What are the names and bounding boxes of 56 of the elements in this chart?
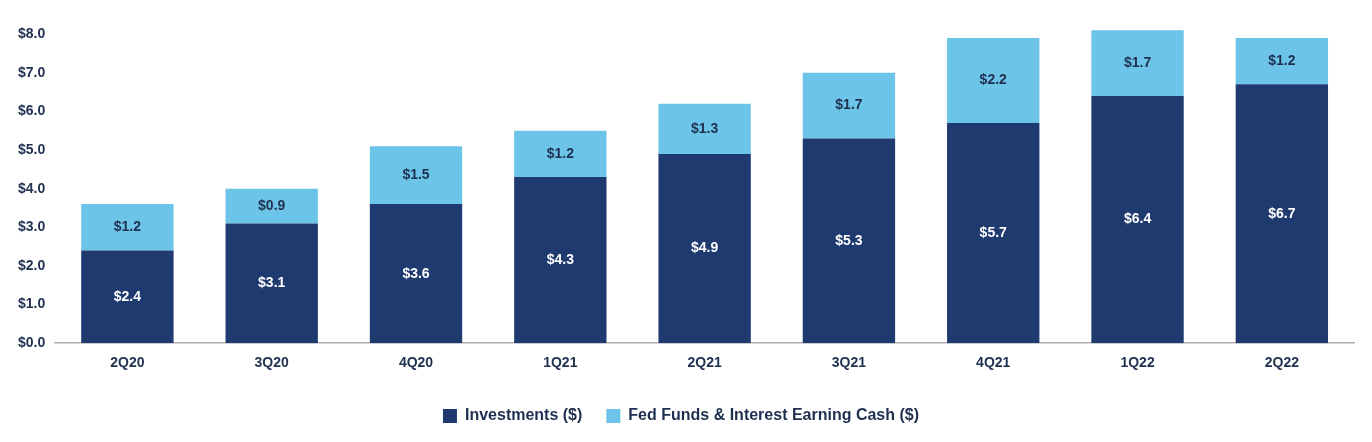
data-label: $1.7 <box>835 96 863 113</box>
bar <box>947 122 1040 344</box>
bar <box>1235 37 1329 85</box>
y-tick-label: $7.0 <box>18 63 46 80</box>
y-tick-label: $3.0 <box>18 218 46 235</box>
x-tick-label: 2Q21 <box>687 354 722 371</box>
y-tick-label: $1.0 <box>18 295 46 312</box>
x-tick-label: 2Q22 <box>1264 354 1300 371</box>
legend-label: Fed Funds & Interest Earning Cash ($) <box>628 406 920 424</box>
data-label: $6.7 <box>1268 204 1296 221</box>
data-label: $1.7 <box>1123 53 1152 70</box>
data-label: $3.1 <box>258 274 286 291</box>
legend-label: Investments ($) <box>464 406 583 424</box>
x-tick-label: 1Q22 <box>1120 354 1155 371</box>
y-tick-label: $0.0 <box>18 334 46 351</box>
x-tick-label: 3Q21 <box>831 354 867 371</box>
bar <box>514 177 607 344</box>
data-label: $1.5 <box>402 166 430 182</box>
data-label: $6.4 <box>1123 210 1152 227</box>
data-label: $3.6 <box>402 264 430 281</box>
bar <box>514 130 607 178</box>
data-label: $0.9 <box>258 196 286 213</box>
data-label: $1.2 <box>546 144 575 161</box>
data-label: $5.7 <box>979 223 1008 240</box>
data-label: $5.3 <box>835 231 863 248</box>
y-tick-label: $5.0 <box>18 140 46 157</box>
data-label: $2.2 <box>979 71 1008 88</box>
x-tick-label: 4Q20 <box>398 354 434 371</box>
bar <box>658 153 751 344</box>
data-label: $1.2 <box>113 218 142 235</box>
data-label: $1.3 <box>691 119 719 136</box>
x-tick-label: 1Q21 <box>543 354 578 371</box>
bar <box>1235 84 1329 344</box>
y-tick-label: $4.0 <box>18 179 46 196</box>
data-label: $4.9 <box>691 239 719 256</box>
bar <box>802 72 896 139</box>
bar <box>658 103 751 154</box>
y-tick-label: $8.0 <box>18 24 46 41</box>
data-label: $4.3 <box>546 251 575 267</box>
bar <box>81 204 174 251</box>
bar <box>947 37 1040 123</box>
bar <box>1091 30 1184 96</box>
bar <box>802 138 896 344</box>
bar <box>369 146 463 205</box>
data-label: $1.2 <box>1268 52 1296 69</box>
y-tick-label: $2.0 <box>18 256 46 273</box>
x-tick-label: 4Q21 <box>976 354 1011 371</box>
bar <box>81 250 174 344</box>
bar <box>225 223 318 344</box>
bar <box>1091 95 1184 344</box>
data-label: $2.4 <box>113 287 142 304</box>
x-tick-label: 3Q20 <box>254 354 290 371</box>
x-tick-label: 2Q20 <box>110 354 145 371</box>
bar <box>369 204 463 344</box>
y-tick-label: $6.0 <box>18 102 46 119</box>
bar <box>225 188 318 224</box>
